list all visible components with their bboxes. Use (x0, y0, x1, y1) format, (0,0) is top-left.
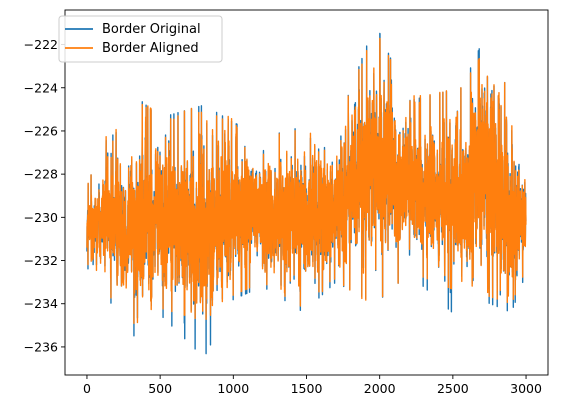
y-tick-label: −228 (24, 167, 58, 182)
y-tick-label: −234 (24, 296, 58, 311)
x-tick-label: 1000 (217, 381, 249, 396)
y-tick-label: −224 (24, 80, 58, 95)
x-tick-label: 2000 (364, 381, 396, 396)
legend-box (58, 15, 223, 63)
x-tick-label: 500 (148, 381, 172, 396)
x-tick-label: 1500 (291, 381, 323, 396)
y-tick-label: −236 (24, 339, 58, 354)
y-tick-label: −230 (24, 210, 58, 225)
legend: Border Original Border Aligned (58, 15, 223, 63)
legend-label-border-original: Border Original (102, 22, 201, 37)
series-line-border-aligned (86, 37, 527, 324)
x-tick-label: 3000 (510, 381, 542, 396)
plot-lines (86, 32, 527, 355)
legend-label-border-aligned: Border Aligned (102, 41, 199, 56)
y-axis: −236 −234 −232 −230 −228 −226 −224 −222 (24, 37, 65, 354)
y-tick-label: −226 (24, 123, 58, 138)
x-tick-label: 0 (83, 381, 91, 396)
y-tick-label: −232 (24, 253, 58, 268)
x-tick-label: 2500 (437, 381, 469, 396)
x-axis: 0 500 1000 1500 2000 2500 3000 (83, 375, 542, 396)
y-tick-label: −222 (24, 37, 58, 52)
